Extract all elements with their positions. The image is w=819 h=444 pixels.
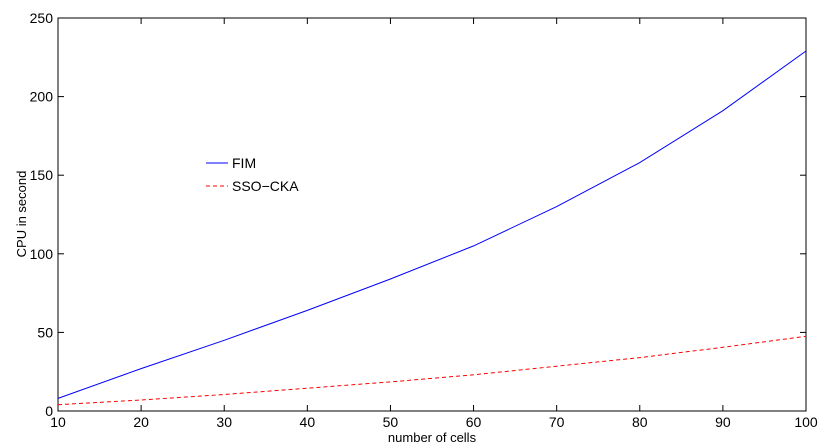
x-tick-label: 50 xyxy=(383,414,399,430)
x-tick-label: 100 xyxy=(794,414,818,430)
y-tick-label: 100 xyxy=(30,246,54,262)
x-axis-label: number of cells xyxy=(388,430,477,444)
y-tick-label: 250 xyxy=(30,10,54,26)
legend: FIM SSO−CKA xyxy=(206,155,299,194)
series-line-sso-cka xyxy=(57,335,807,406)
y-tick-label: 150 xyxy=(30,167,54,183)
legend-label-fim: FIM xyxy=(232,155,256,171)
legend-label-sso-cka: SSO−CKA xyxy=(232,178,299,194)
x-tick-label: 30 xyxy=(216,414,232,430)
y-tick-label: 50 xyxy=(37,324,53,340)
x-tick-label: 90 xyxy=(715,414,731,430)
x-tick-label: 60 xyxy=(466,414,482,430)
series-layer xyxy=(57,50,807,406)
series-line-fim xyxy=(57,50,807,399)
y-axis-label: CPU in second xyxy=(14,171,29,258)
x-tick-label: 40 xyxy=(300,414,316,430)
x-tick-label: 20 xyxy=(133,414,149,430)
x-tick-label: 70 xyxy=(549,414,565,430)
y-tick-label: 0 xyxy=(45,403,53,419)
x-tick-label: 10 xyxy=(50,414,66,430)
plot-area xyxy=(57,17,807,412)
axis-ticks: 10 20 30 40 50 60 70 80 90 100 0 50 100 150 200 250 xyxy=(30,10,818,430)
x-tick-label: 80 xyxy=(632,414,648,430)
y-tick-label: 200 xyxy=(30,89,54,105)
